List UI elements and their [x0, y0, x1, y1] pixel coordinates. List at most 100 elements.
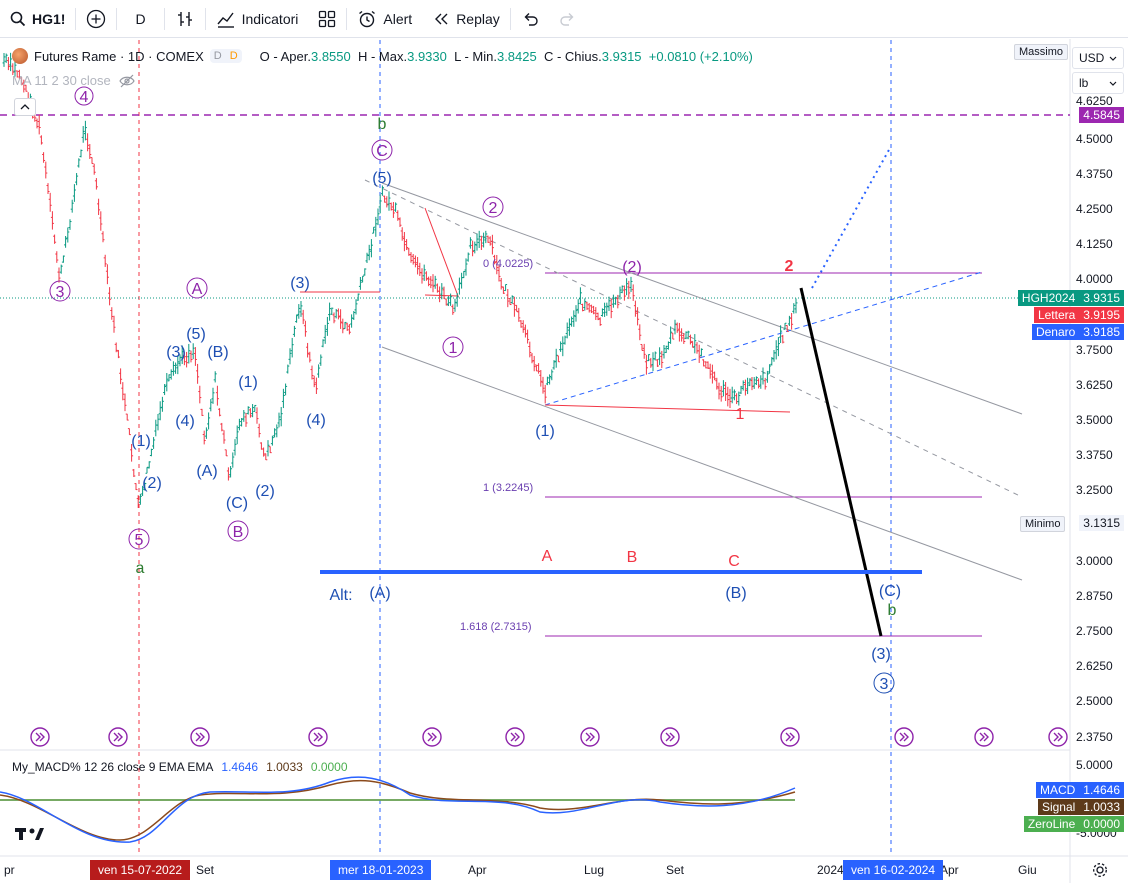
- ohlc-bar: [616, 294, 620, 309]
- ohlc-bar: [728, 388, 732, 408]
- wave-label: A: [192, 281, 203, 298]
- ohlc-bar: [774, 340, 778, 360]
- event-icon[interactable]: [974, 727, 994, 747]
- price-box-label: Denaro: [1035, 325, 1076, 339]
- ohlc-bar: [231, 452, 235, 468]
- event-icon[interactable]: [660, 727, 680, 747]
- ohlc-bar: [244, 412, 248, 427]
- projection-black: [799, 287, 883, 637]
- ohlc-bar: [565, 322, 569, 339]
- macd-box: Signal 1.0033: [1037, 799, 1124, 815]
- ohlc-bar: [752, 377, 756, 389]
- compare-button[interactable]: [76, 0, 116, 38]
- alarm-clock-icon: [359, 10, 376, 27]
- ohlc-bar: [378, 194, 382, 214]
- event-icon[interactable]: [190, 727, 210, 747]
- ohlc-bar: [699, 348, 703, 357]
- ohlc-bar: [418, 262, 422, 277]
- high-label: H - Max.: [357, 48, 408, 64]
- wave-label: (2): [255, 483, 275, 500]
- macd-box-value: 1.0033: [1083, 800, 1120, 814]
- date-badge-right-text: ven 16-02-2024: [851, 863, 936, 877]
- ohlc-bar: [609, 298, 613, 319]
- ohlc-bar: [4, 53, 8, 63]
- channel-upper: [381, 182, 1023, 415]
- replay-button[interactable]: Replay: [422, 0, 510, 38]
- ohlc-bar: [165, 373, 169, 392]
- ohlc-bar: [640, 343, 644, 351]
- price-box: Denaro 3.9185: [1031, 324, 1124, 340]
- event-icon[interactable]: [780, 727, 800, 747]
- redo-button[interactable]: [549, 0, 587, 38]
- event-icon[interactable]: [894, 727, 914, 747]
- ohlc-bar: [48, 192, 52, 212]
- price-chart[interactable]: 4 3 5 A B C 2 1 (2) (5) (1) (3) (4) (A) …: [0, 39, 1128, 883]
- ohlc-bar: [308, 351, 312, 363]
- ohlc-bar: [396, 210, 400, 221]
- event-icon[interactable]: [422, 727, 442, 747]
- price-tick: 2.7500: [1076, 624, 1113, 638]
- ohlc-bar: [554, 348, 558, 368]
- ohlc-bar: [154, 419, 158, 437]
- interval-button[interactable]: D: [117, 0, 163, 38]
- ohlc-bar: [770, 357, 774, 366]
- macd-legend[interactable]: My_MACD% 12 26 close 9 EMA EMA 1.4646 1.…: [12, 760, 348, 774]
- ohlc-bar: [785, 325, 789, 333]
- interval-label: D: [135, 10, 146, 27]
- ohlc-bar: [473, 241, 477, 254]
- ohlc-bar: [127, 428, 131, 436]
- ohlc-bar: [94, 178, 98, 190]
- ohlc-bar: [596, 312, 600, 321]
- event-icon[interactable]: [505, 727, 525, 747]
- event-icon[interactable]: [308, 727, 328, 747]
- ohlc-bar: [297, 304, 301, 319]
- wave-label: 2: [489, 200, 498, 217]
- ma-label: MA 11 2 30 close: [12, 73, 111, 88]
- ohlc-bar: [451, 304, 455, 315]
- eye-off-icon[interactable]: [119, 74, 135, 88]
- ohlc-bar: [556, 355, 560, 363]
- ohlc-bar: [794, 298, 798, 314]
- indicators-button[interactable]: Indicatori: [206, 0, 309, 38]
- wave-label: (1): [535, 423, 555, 440]
- price-tick: 2.3750: [1076, 730, 1113, 744]
- ohlc-bar: [653, 351, 657, 361]
- unit-select[interactable]: lb: [1072, 72, 1124, 94]
- ohlc-bar: [39, 135, 43, 145]
- signal-value: 1.0033: [266, 760, 303, 774]
- ohlc-bar: [490, 234, 494, 255]
- ohlc-bar: [750, 377, 754, 391]
- ohlc-bar: [138, 493, 142, 505]
- legend-title[interactable]: Futures Rame · 1D · COMEX: [34, 48, 204, 64]
- price-tick: 3.3750: [1076, 448, 1113, 462]
- event-icon[interactable]: [580, 727, 600, 747]
- ohlc-bar: [493, 254, 497, 265]
- settings-button[interactable]: [1092, 862, 1108, 883]
- event-icon[interactable]: [30, 727, 50, 747]
- event-icon[interactable]: [108, 727, 128, 747]
- date-badge-left-text: ven 15-07-2022: [98, 863, 183, 877]
- undo-button[interactable]: [511, 0, 549, 38]
- symbol-search[interactable]: HG1!: [0, 0, 75, 38]
- alert-button[interactable]: Alert: [347, 0, 422, 38]
- ohlc-bar: [644, 354, 648, 375]
- chart-type-button[interactable]: [165, 0, 205, 38]
- ohlc-bar: [427, 276, 431, 287]
- ohlc-bar: [501, 286, 505, 294]
- ma-legend[interactable]: MA 11 2 30 close: [12, 73, 135, 88]
- currency-select[interactable]: USD: [1072, 47, 1124, 69]
- ohlc-bar: [748, 378, 752, 387]
- ohlc-bar: [548, 374, 552, 385]
- ohlc-bar: [361, 275, 365, 283]
- ohlc-bar: [499, 277, 503, 290]
- event-icon[interactable]: [1048, 727, 1068, 747]
- wave-label: (3): [871, 646, 891, 663]
- collapse-legend-button[interactable]: [14, 98, 36, 116]
- ohlc-bar: [433, 275, 437, 289]
- price-tick: 3.2500: [1076, 483, 1113, 497]
- layouts-button[interactable]: [308, 0, 346, 38]
- ohlc-bar: [429, 276, 433, 289]
- ohlc-bar: [389, 202, 393, 211]
- wave-label: (1): [131, 433, 151, 450]
